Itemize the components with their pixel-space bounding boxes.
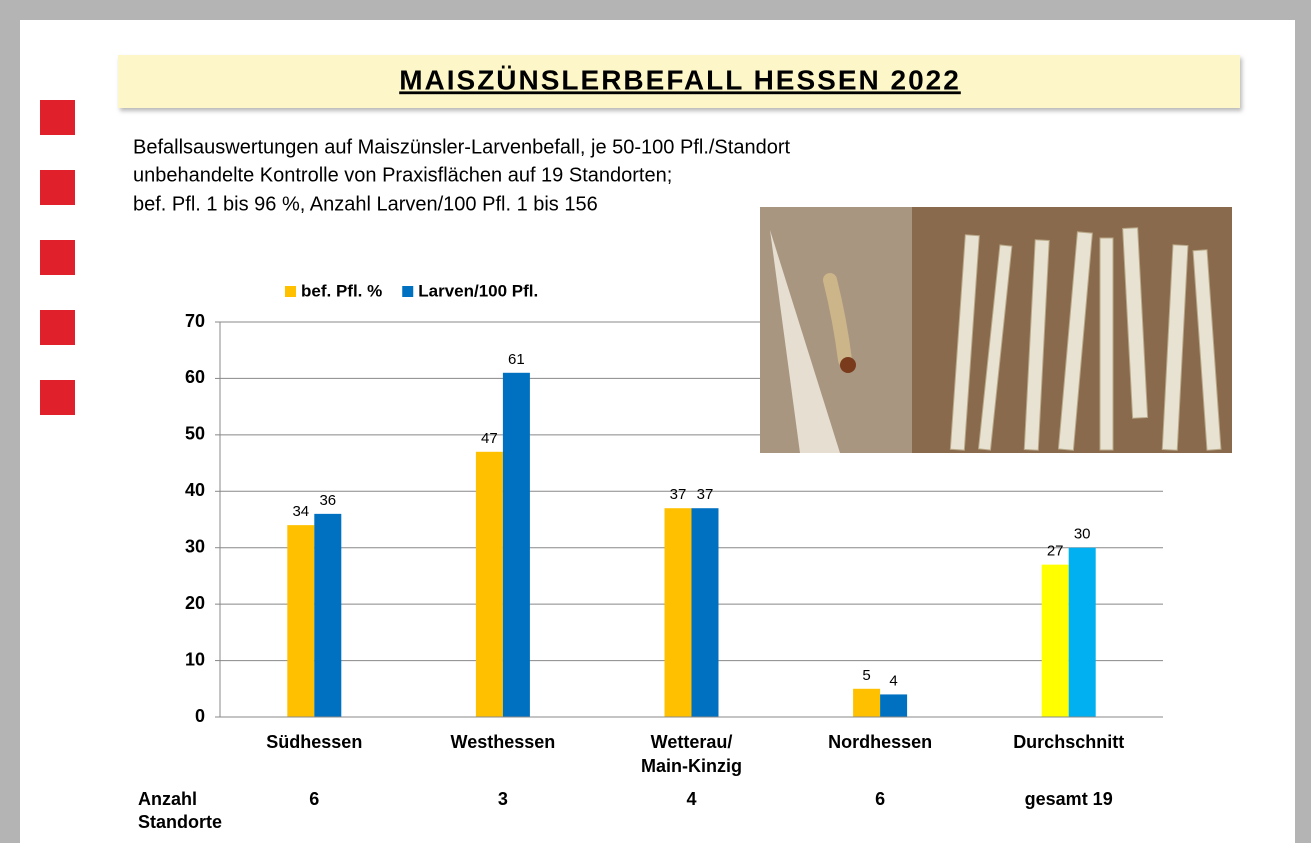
data-label: 37 [697, 486, 714, 503]
bar [664, 508, 692, 717]
x-tick-label: Westhessen [451, 732, 556, 752]
chart: 0 10 20 30 40 50 60 70 bef. Pfl. % Larven/100 Pfl… [138, 281, 1163, 832]
y-tick-label: 0 [195, 706, 205, 726]
subtitle: bef. Pfl. 1 bis 96 %, Anzahl Larven/100 … [133, 193, 598, 215]
data-label: 4 [889, 672, 897, 689]
sites-value: gesamt 19 [1025, 789, 1113, 809]
bar [691, 508, 719, 717]
photo [760, 207, 1232, 453]
bar [1041, 564, 1069, 717]
x-tick-label: Wetterau/Main-Kinzig [641, 732, 742, 776]
data-label: 5 [862, 667, 870, 684]
data-label: 36 [319, 492, 336, 509]
bar [880, 694, 908, 717]
bar [1068, 547, 1096, 717]
legend-label: Larven/100 Pfl. [418, 281, 538, 300]
legend-swatch [402, 286, 414, 297]
data-label: 61 [508, 351, 525, 368]
sites-value: 4 [686, 789, 696, 809]
data-label: 37 [670, 486, 687, 503]
sites-value: 3 [498, 789, 508, 809]
data-label: 34 [292, 503, 309, 520]
bar [853, 688, 881, 717]
data-label: 30 [1074, 526, 1091, 543]
legend-label: bef. Pfl. % [301, 281, 382, 300]
legend-swatch [285, 286, 296, 297]
title-box [118, 55, 1240, 108]
data-label: 27 [1047, 543, 1064, 560]
chart-title: MAISZÜNSLERBEFALL HESSEN 2022 [399, 64, 961, 95]
subtitle: Befallsauswertungen auf Maiszünsler-Larv… [133, 136, 790, 158]
y-tick-label: 20 [185, 593, 205, 613]
red-squares [40, 100, 75, 415]
y-tick-label: 10 [185, 649, 205, 669]
x-tick-label: Durchschnitt [1013, 732, 1124, 752]
bar [314, 513, 342, 717]
bar [287, 525, 315, 717]
y-tick-label: 40 [185, 480, 205, 500]
bar [502, 372, 530, 717]
y-tick-label: 50 [185, 424, 205, 444]
sites-label: Anzahl Standorte [138, 789, 222, 832]
x-tick-label: Südhessen [266, 732, 362, 752]
sites-value: 6 [309, 789, 319, 809]
sites-value: 6 [875, 789, 885, 809]
bar [475, 451, 503, 717]
subtitle: unbehandelte Kontrolle von Praxisflächen… [133, 164, 672, 186]
y-tick-label: 70 [185, 311, 205, 331]
x-tick-label: Nordhessen [828, 732, 932, 752]
y-tick-label: 30 [185, 536, 205, 556]
data-label: 47 [481, 430, 498, 447]
y-tick-label: 60 [185, 367, 205, 387]
